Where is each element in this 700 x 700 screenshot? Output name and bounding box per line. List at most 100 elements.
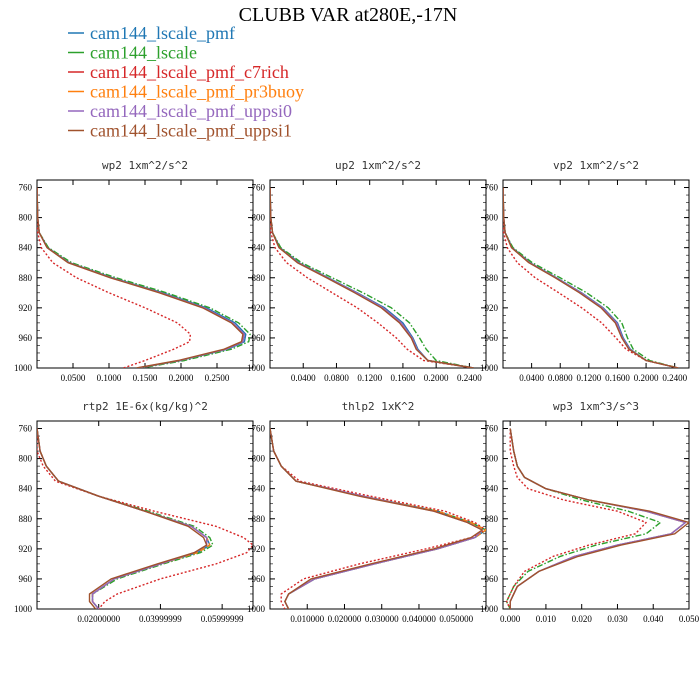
y-tick-label: 920	[485, 544, 499, 554]
y-tick-label: 800	[19, 213, 33, 223]
plot-frame	[269, 420, 487, 610]
y-tick-label: 880	[19, 273, 33, 283]
series-line	[37, 428, 214, 609]
series-line	[270, 428, 483, 609]
x-tick-label: 0.1600	[605, 373, 630, 383]
series-line	[37, 187, 192, 368]
y-tick-label: 1000	[480, 604, 499, 614]
x-tick-label: 0.050	[679, 614, 700, 624]
y-tick-label: 760	[252, 183, 266, 193]
x-tick-label: 0.2000	[424, 373, 449, 383]
legend-entry: cam144_lscale_pmf_uppsi1	[68, 121, 292, 141]
series-line	[270, 187, 474, 368]
plot-frame	[502, 420, 690, 610]
x-tick-label: 0.0800	[324, 373, 349, 383]
panel-title: rtp2 1E-6x(kg/kg)^2	[82, 400, 208, 413]
panel-4: rtp2 1E-6x(kg/kg)^2 760 800 840 880 920 960 100…	[14, 400, 254, 624]
series-line	[270, 428, 486, 609]
x-tick-label: 0.010	[536, 614, 557, 624]
y-tick-label: 1000	[247, 604, 266, 614]
y-tick-label: 760	[19, 183, 33, 193]
series-line	[503, 187, 679, 368]
y-tick-label: 800	[485, 213, 499, 223]
legend-entry: cam144_lscale	[68, 43, 197, 63]
legend-entry: cam144_lscale_pmf_uppsi0	[68, 101, 292, 121]
x-tick-label: 0.03999999	[139, 614, 182, 624]
y-tick-label: 920	[252, 303, 266, 313]
panel-1: wp2 1xm^2/s^2 760 800 840 880 920 960 1000 0.050…	[14, 159, 254, 383]
panel-title: vp2 1xm^2/s^2	[553, 159, 639, 172]
plot-frame	[36, 179, 254, 369]
legend-entry: cam144_lscale_pmf_pr3buoy	[68, 82, 304, 102]
y-tick-label: 920	[19, 303, 33, 313]
panel-6: wp3 1xm^3/s^3 760 800 840 880 920 960 10000.000…	[480, 400, 700, 624]
y-tick-label: 960	[252, 574, 266, 584]
series-line	[37, 187, 251, 368]
x-tick-label: 0.1000	[97, 373, 122, 383]
x-tick-label: 0.000	[500, 614, 521, 624]
series-line	[37, 428, 253, 609]
panel-5: thlp2 1xK^2 760 800 840 880 920 960 1000 0.01000…	[247, 400, 487, 624]
series-line	[37, 187, 245, 368]
series-line	[270, 187, 474, 368]
series-line	[270, 428, 486, 609]
y-tick-label: 800	[485, 454, 499, 464]
y-tick-label: 880	[485, 273, 499, 283]
y-tick-label: 880	[252, 273, 266, 283]
legend-label: cam144_lscale	[90, 43, 197, 63]
x-tick-label: 0.040	[643, 614, 664, 624]
y-tick-label: 760	[485, 183, 499, 193]
x-tick-label: 0.040000	[402, 614, 436, 624]
series-line	[270, 187, 474, 368]
y-tick-label: 920	[485, 303, 499, 313]
y-tick-label: 880	[252, 514, 266, 524]
y-tick-label: 1000	[247, 363, 266, 373]
series-line	[270, 428, 486, 609]
series-line	[503, 187, 679, 368]
series-line	[37, 187, 246, 368]
series-line	[503, 187, 679, 368]
x-tick-label: 0.020	[572, 614, 593, 624]
series-line	[505, 428, 662, 609]
x-tick-label: 0.2500	[205, 373, 230, 383]
y-tick-label: 840	[252, 484, 266, 494]
y-tick-label: 960	[252, 333, 266, 343]
series-line	[37, 187, 247, 368]
x-tick-label: 0.2400	[457, 373, 482, 383]
panels: wp2 1xm^2/s^2 760 800 840 880 920 960 1000 0.050…	[14, 159, 700, 624]
y-tick-label: 840	[19, 243, 33, 253]
plot-frame	[502, 179, 690, 369]
series-line	[270, 428, 486, 609]
x-tick-label: 0.030000	[365, 614, 399, 624]
x-tick-label: 0.0500	[61, 373, 86, 383]
x-tick-label: 0.020000	[328, 614, 362, 624]
x-tick-label: 0.05999999	[201, 614, 244, 624]
y-tick-label: 920	[252, 544, 266, 554]
plot-frame	[269, 179, 487, 369]
legend-entry: cam144_lscale_pmf	[68, 23, 235, 43]
panel-3: vp2 1xm^2/s^2 760 800 840 880 920 960 1000 0.040…	[480, 159, 690, 383]
x-tick-label: 0.050000	[439, 614, 473, 624]
legend-entry: cam144_lscale_pmf_c7rich	[68, 62, 289, 82]
series-line	[509, 428, 687, 609]
legend-label: cam144_lscale_pmf_uppsi0	[90, 101, 292, 121]
y-tick-label: 840	[252, 243, 266, 253]
x-tick-label: 0.02000000	[77, 614, 120, 624]
y-tick-label: 880	[485, 514, 499, 524]
y-tick-label: 760	[19, 424, 33, 434]
y-tick-label: 840	[485, 484, 499, 494]
series-line	[509, 428, 687, 609]
series-line	[270, 187, 474, 368]
y-tick-label: 960	[485, 333, 499, 343]
series-line	[509, 428, 687, 609]
y-tick-label: 760	[252, 424, 266, 434]
x-tick-label: 0.1200	[576, 373, 601, 383]
series-line	[270, 187, 474, 368]
series-line	[503, 187, 679, 368]
panel-title: wp3 1xm^3/s^3	[553, 400, 639, 413]
panel-title: wp2 1xm^2/s^2	[102, 159, 188, 172]
x-tick-label: 0.0400	[291, 373, 316, 383]
series-line	[37, 428, 208, 609]
legend-label: cam144_lscale_pmf_c7rich	[90, 62, 289, 82]
